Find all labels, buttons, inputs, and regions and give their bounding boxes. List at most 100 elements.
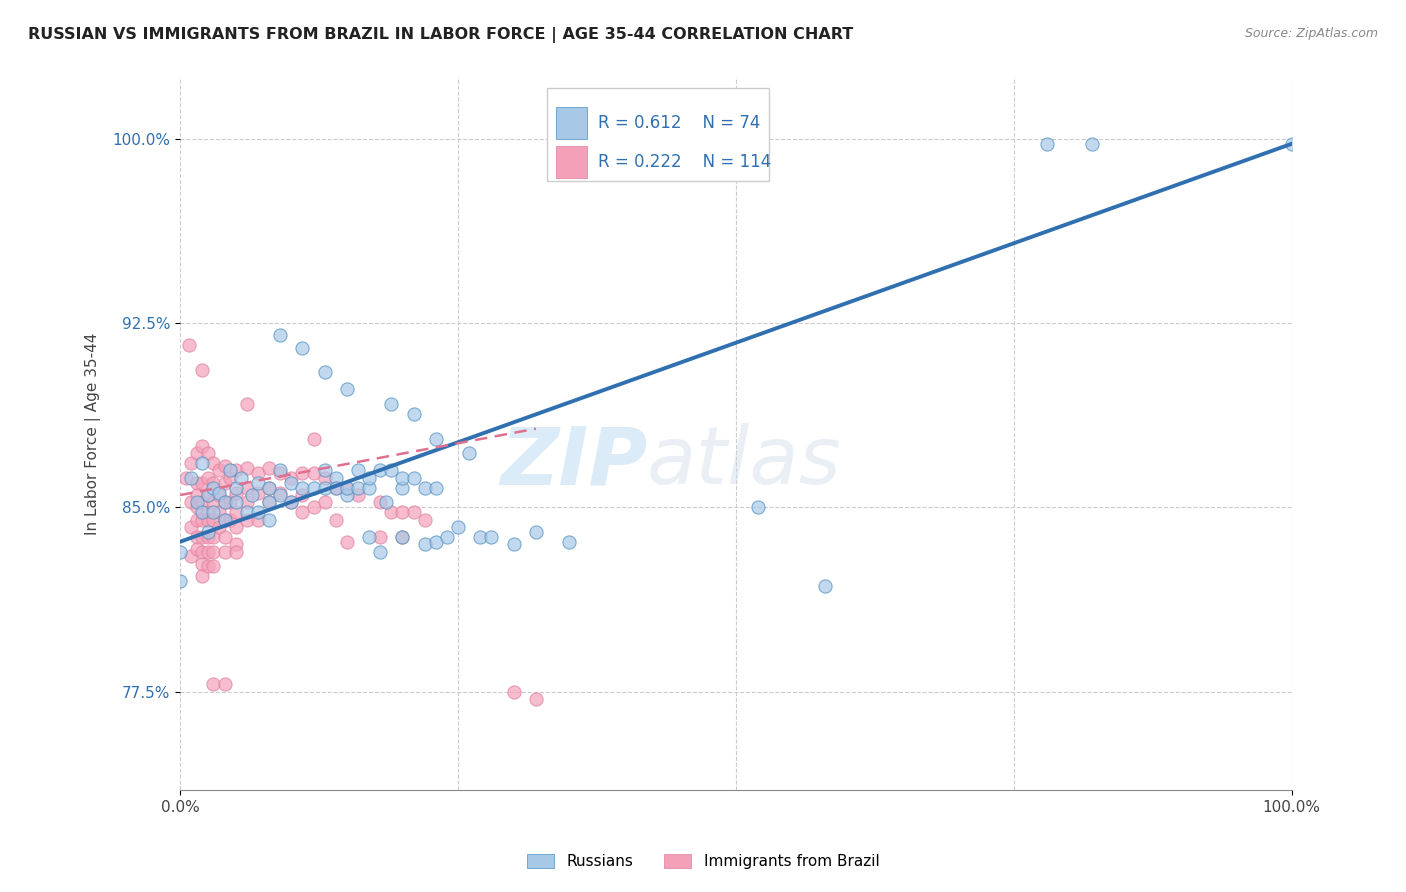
Immigrants from Brazil	[208, 463, 231, 477]
Immigrants from Brazil	[197, 530, 219, 544]
Russians	[380, 463, 402, 477]
Text: ZIP: ZIP	[499, 423, 647, 501]
Russians	[246, 475, 269, 490]
Russians	[257, 513, 280, 527]
Russians	[368, 544, 391, 558]
Russians	[291, 341, 314, 355]
Immigrants from Brazil	[225, 520, 247, 534]
Russians	[225, 481, 247, 495]
Russians	[314, 365, 336, 379]
Immigrants from Brazil	[191, 439, 214, 453]
Immigrants from Brazil	[191, 363, 214, 377]
Russians	[280, 475, 302, 490]
Russians	[336, 481, 359, 495]
Russians	[314, 481, 336, 495]
Russians	[242, 488, 264, 502]
Russians	[1036, 136, 1059, 151]
Text: R = 0.612    N = 74: R = 0.612 N = 74	[598, 114, 761, 132]
Immigrants from Brazil	[186, 488, 208, 502]
Russians	[391, 530, 413, 544]
Immigrants from Brazil	[269, 466, 291, 480]
Immigrants from Brazil	[302, 432, 325, 446]
FancyBboxPatch shape	[547, 88, 769, 181]
Immigrants from Brazil	[191, 530, 214, 544]
Immigrants from Brazil	[219, 513, 242, 527]
Immigrants from Brazil	[336, 481, 359, 495]
Immigrants from Brazil	[180, 456, 202, 470]
Immigrants from Brazil	[502, 684, 524, 698]
Russians	[391, 471, 413, 485]
Immigrants from Brazil	[257, 481, 280, 495]
Immigrants from Brazil	[246, 513, 269, 527]
Immigrants from Brazil	[180, 495, 202, 509]
Immigrants from Brazil	[257, 461, 280, 475]
Immigrants from Brazil	[380, 505, 402, 519]
Russians	[180, 471, 202, 485]
Russians	[347, 463, 370, 477]
Russians	[231, 471, 253, 485]
Russians	[1080, 136, 1102, 151]
Russians	[524, 524, 547, 539]
Immigrants from Brazil	[191, 544, 214, 558]
Immigrants from Brazil	[191, 513, 214, 527]
Russians	[257, 495, 280, 509]
FancyBboxPatch shape	[555, 146, 586, 178]
Y-axis label: In Labor Force | Age 35-44: In Labor Force | Age 35-44	[86, 333, 101, 535]
Russians	[458, 446, 481, 460]
Immigrants from Brazil	[202, 530, 225, 544]
Immigrants from Brazil	[524, 692, 547, 706]
Immigrants from Brazil	[186, 542, 208, 557]
Immigrants from Brazil	[257, 495, 280, 509]
Russians	[1281, 136, 1303, 151]
Immigrants from Brazil	[225, 505, 247, 519]
Immigrants from Brazil	[236, 495, 259, 509]
Immigrants from Brazil	[413, 513, 436, 527]
Immigrants from Brazil	[302, 500, 325, 515]
Immigrants from Brazil	[180, 520, 202, 534]
Immigrants from Brazil	[336, 534, 359, 549]
Russians	[191, 456, 214, 470]
Russians	[291, 481, 314, 495]
Russians	[225, 495, 247, 509]
Immigrants from Brazil	[202, 475, 225, 490]
Russians	[380, 397, 402, 411]
Russians	[447, 520, 470, 534]
Immigrants from Brazil	[225, 544, 247, 558]
Russians	[269, 328, 291, 343]
Russians	[425, 534, 447, 549]
Immigrants from Brazil	[208, 520, 231, 534]
Russians	[359, 530, 381, 544]
Immigrants from Brazil	[368, 530, 391, 544]
Legend: Russians, Immigrants from Brazil: Russians, Immigrants from Brazil	[520, 848, 886, 875]
Immigrants from Brazil	[202, 677, 225, 691]
Russians	[257, 481, 280, 495]
Immigrants from Brazil	[314, 471, 336, 485]
Russians	[325, 471, 347, 485]
Russians	[425, 481, 447, 495]
Immigrants from Brazil	[186, 446, 208, 460]
Immigrants from Brazil	[197, 446, 219, 460]
Russians	[502, 537, 524, 551]
Immigrants from Brazil	[225, 537, 247, 551]
Immigrants from Brazil	[186, 513, 208, 527]
Russians	[169, 544, 191, 558]
Text: atlas: atlas	[647, 423, 842, 501]
Russians	[479, 530, 502, 544]
Russians	[169, 574, 191, 588]
Immigrants from Brazil	[368, 495, 391, 509]
Russians	[325, 481, 347, 495]
Russians	[302, 481, 325, 495]
Immigrants from Brazil	[291, 488, 314, 502]
Russians	[402, 471, 425, 485]
Immigrants from Brazil	[291, 466, 314, 480]
Immigrants from Brazil	[202, 544, 225, 558]
Immigrants from Brazil	[208, 505, 231, 519]
Russians	[214, 495, 236, 509]
Russians	[814, 579, 837, 593]
Immigrants from Brazil	[186, 475, 208, 490]
Russians	[413, 537, 436, 551]
Immigrants from Brazil	[208, 488, 231, 502]
Immigrants from Brazil	[314, 495, 336, 509]
Immigrants from Brazil	[180, 549, 202, 564]
Russians	[191, 505, 214, 519]
